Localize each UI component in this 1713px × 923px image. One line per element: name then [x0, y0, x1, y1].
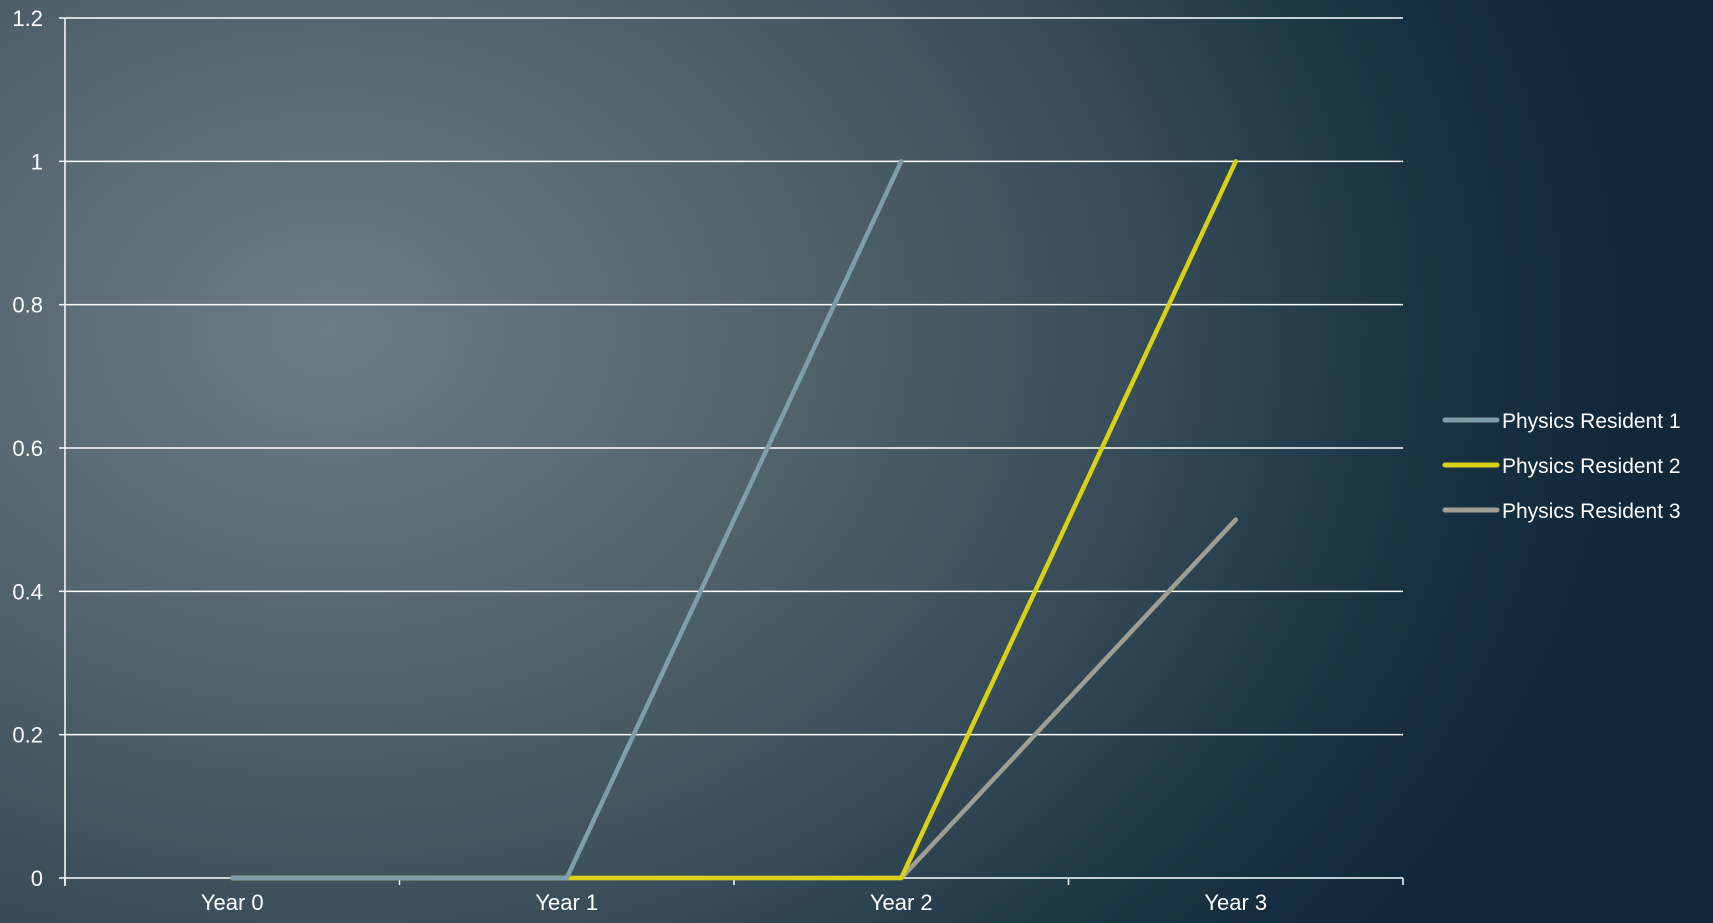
y-tick-label: 0.2 — [12, 723, 43, 748]
x-tick-label: Year 0 — [201, 890, 264, 915]
y-tick-label: 1.2 — [12, 6, 43, 31]
x-tick-label: Year 1 — [535, 890, 598, 915]
series-line-1 — [230, 159, 904, 881]
x-tick-label: Year 3 — [1204, 890, 1267, 915]
legend: Physics Resident 1 Physics Resident 2 Phys… — [1442, 410, 1681, 523]
gridlines — [65, 17, 1403, 736]
y-tick-label: 0.4 — [12, 579, 43, 604]
x-tick-label: Year 2 — [870, 890, 933, 915]
y-tick-label: 1 — [31, 149, 43, 174]
y-tick-label: 0 — [31, 866, 43, 891]
legend-label: Physics Resident 3 — [1502, 500, 1681, 523]
axes: 0 0.2 0.4 0.6 0.8 1 1.2 Year 0 Year 1 Year 2 Year … — [12, 6, 1404, 915]
y-tick-label: 0.6 — [12, 436, 43, 461]
y-tick-label: 0.8 — [12, 293, 43, 318]
series-line-3 — [230, 517, 1238, 881]
series-lines — [230, 159, 1238, 881]
legend-label: Physics Resident 2 — [1502, 455, 1681, 478]
legend-label: Physics Resident 1 — [1502, 410, 1681, 433]
